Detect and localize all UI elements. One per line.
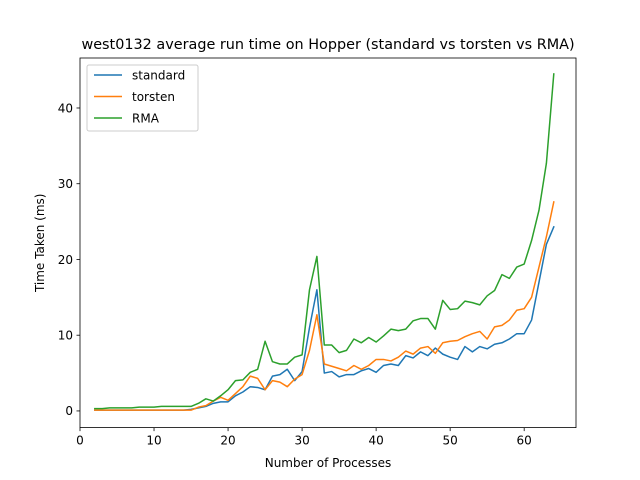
x-tick-label: 20 <box>220 434 235 448</box>
y-axis-label: Time Taken (ms) <box>33 194 47 294</box>
x-axis-label: Number of Processes <box>265 456 392 470</box>
plot-lines <box>94 73 555 411</box>
x-tick-label: 50 <box>443 434 458 448</box>
series-line-torsten <box>94 201 555 411</box>
y-tick-label: 10 <box>58 329 73 343</box>
axes-frame <box>79 57 577 429</box>
y-tick-label: 20 <box>58 253 73 267</box>
legend: standard torsten RMA <box>86 64 199 132</box>
x-tick-label: 10 <box>146 434 161 448</box>
legend-label-rma: RMA <box>132 111 160 125</box>
series-line-rma <box>94 73 555 410</box>
chart-title: west0132 average run time on Hopper (sta… <box>81 37 574 53</box>
y-axis-ticks: 0 10 20 30 40 <box>58 101 80 418</box>
legend-label-torsten: torsten <box>132 90 175 104</box>
y-tick-label: 40 <box>58 101 73 115</box>
legend-box <box>86 64 199 132</box>
y-tick-label: 30 <box>58 177 73 191</box>
x-axis-ticks: 0 10 20 30 40 50 60 <box>76 427 532 448</box>
legend-label-standard: standard <box>132 68 185 82</box>
y-tick-label: 0 <box>65 404 73 418</box>
x-tick-label: 60 <box>517 434 532 448</box>
x-tick-label: 30 <box>294 434 309 448</box>
x-tick-label: 0 <box>76 434 84 448</box>
x-tick-label: 40 <box>368 434 383 448</box>
